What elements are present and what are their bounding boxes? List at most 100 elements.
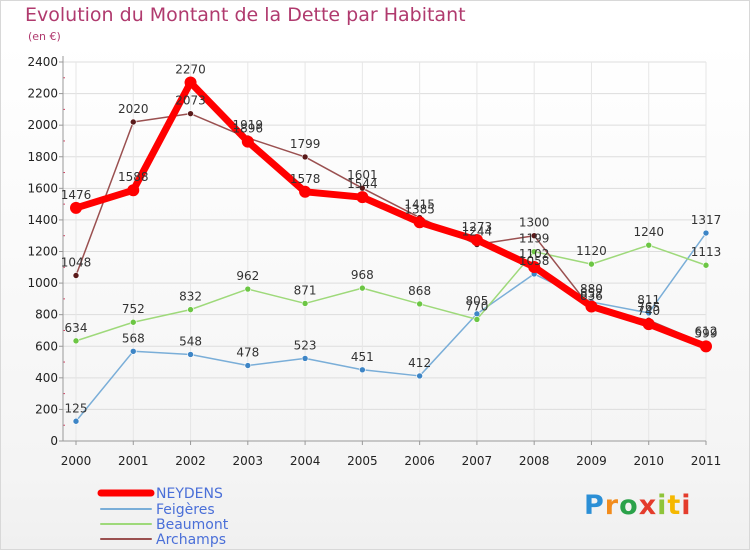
data-label: 1113	[691, 245, 722, 259]
legend-label: Beaumont	[156, 517, 229, 533]
x-tick-label: 2006	[404, 454, 435, 468]
logo-letter: x	[638, 490, 658, 521]
data-label: 599	[695, 326, 718, 340]
data-point-neydens	[356, 191, 369, 204]
x-tick-label: 2010	[633, 454, 664, 468]
data-label: 811	[637, 293, 660, 307]
data-label: 412	[408, 356, 431, 370]
data-label: 752	[122, 302, 145, 316]
data-point-archamps	[530, 232, 538, 240]
x-tick-label: 2000	[61, 454, 92, 468]
data-label: 1544	[347, 177, 378, 191]
data-point-neydens	[528, 260, 541, 273]
y-tick-label: 1000	[27, 276, 58, 290]
data-point-beaumont	[72, 337, 80, 345]
data-point-beaumont	[473, 316, 481, 323]
data-point-neydens	[413, 216, 426, 229]
series-line-neydens	[72, 79, 710, 350]
x-tick-label: 2007	[462, 454, 493, 468]
y-tick-label: 600	[35, 339, 58, 353]
logo-letter: r	[604, 490, 620, 521]
data-point-feigères	[301, 355, 309, 362]
data-point-feigères	[187, 351, 194, 358]
data-label: 871	[294, 283, 317, 297]
series-line-beaumont	[75, 244, 707, 342]
data-label: 1415	[404, 198, 435, 212]
data-label: 1385	[404, 202, 435, 216]
y-tick-label: 1800	[27, 150, 58, 164]
data-point-beaumont	[129, 318, 137, 326]
y-tick-label: 400	[35, 371, 58, 385]
data-label: 1896	[233, 122, 264, 136]
data-point-archamps	[187, 110, 194, 117]
data-point-neydens	[299, 185, 312, 198]
data-point-archamps	[359, 184, 366, 192]
data-point-neydens	[700, 340, 712, 353]
data-label: 568	[122, 331, 145, 345]
data-label: 832	[179, 290, 202, 304]
y-tick-label: 2400	[27, 55, 58, 69]
axes: 0 200 400 600 800 1000 1200 1400 1600 1800 2000 220…	[27, 55, 721, 468]
data-label: 548	[179, 334, 202, 348]
data-label: 962	[236, 269, 259, 283]
data-label: 1799	[290, 137, 321, 151]
data-label: 523	[294, 338, 317, 352]
data-label: 1048	[61, 256, 92, 270]
x-tick-label: 2001	[118, 454, 149, 468]
y-tick-label: 1400	[27, 213, 58, 227]
data-point-feigères	[702, 229, 710, 237]
data-label: 740	[637, 304, 660, 318]
data-label: 770	[465, 299, 488, 313]
y-tick-label: 200	[35, 402, 58, 416]
logo-letter: i	[657, 490, 668, 521]
data-point-beaumont	[187, 306, 194, 313]
data-point-neydens	[470, 233, 483, 246]
data-point-feigères	[129, 348, 137, 355]
data-label: 1199	[519, 232, 550, 246]
logo-letter: i	[681, 490, 692, 521]
x-tick-label: 2003	[233, 454, 264, 468]
data-label: 1588	[118, 170, 149, 184]
data-label: 2270	[175, 63, 206, 77]
data-label: 451	[351, 350, 374, 364]
data-label: 1919	[233, 118, 264, 132]
data-label: 868	[408, 284, 431, 298]
y-tick-label: 800	[35, 308, 58, 322]
data-label: 1273	[462, 220, 493, 234]
data-point-neydens	[642, 318, 655, 331]
data-label: 1300	[519, 216, 550, 230]
y-tick-label: 2200	[27, 87, 58, 101]
data-label: 1102	[519, 247, 550, 261]
logo-letter: P	[584, 490, 605, 521]
data-point-archamps	[129, 118, 137, 126]
legend-label: Feigères	[156, 502, 215, 518]
data-point-neydens	[241, 135, 254, 148]
proxiti-logo: Proxiti	[584, 490, 692, 521]
data-label: 1058	[519, 254, 550, 268]
data-label: 2020	[118, 102, 149, 116]
data-label: 765	[637, 300, 660, 314]
data-point-neydens	[184, 76, 197, 89]
data-point-feigères	[416, 372, 423, 380]
chart-title: Evolution du Montant de la Dette par Hab…	[25, 4, 466, 26]
data-labels: 1476 1588 2270 1896 1578 1544 1385 1273 1102 852 7…	[61, 63, 722, 416]
data-point-beaumont	[588, 260, 595, 268]
data-label: 1240	[633, 225, 664, 239]
data-point-beaumont	[645, 241, 653, 249]
chart-unit: (en €)	[28, 30, 61, 43]
data-label: 634	[65, 321, 88, 335]
x-tick-label: 2011	[691, 454, 722, 468]
data-point-feigères	[645, 309, 653, 317]
data-point-beaumont	[416, 300, 423, 308]
data-point-beaumont	[530, 248, 538, 255]
data-point-neydens	[585, 300, 598, 313]
data-point-feigères	[244, 362, 252, 369]
data-label: 805	[465, 294, 488, 308]
x-tick-label: 2008	[519, 454, 550, 468]
data-label: 1120	[576, 244, 607, 258]
data-label: 612	[695, 324, 718, 338]
data-point-neydens	[127, 184, 140, 197]
data-label: 1601	[347, 168, 378, 182]
